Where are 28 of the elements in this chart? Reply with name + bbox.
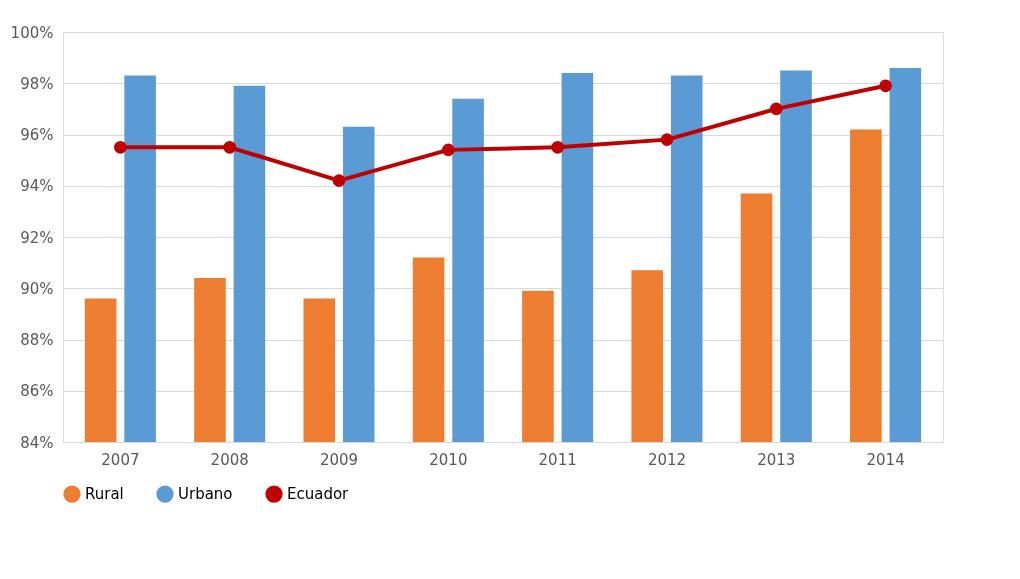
point — [442, 143, 455, 157]
legend-label: Urbano — [178, 485, 233, 504]
y-tick-label: 100% — [10, 23, 54, 42]
y-tick-label: 86% — [20, 382, 54, 401]
y-tick-label: 98% — [20, 74, 54, 93]
legend-label: Rural — [85, 485, 124, 504]
x-tick-label: 2009 — [319, 450, 359, 469]
x-tick-label: 2008 — [210, 450, 249, 469]
point — [660, 133, 674, 146]
x-tick-label: 2010 — [429, 450, 468, 469]
x-tick-label: 2013 — [757, 450, 796, 469]
y-tick-label: 92% — [20, 228, 54, 247]
point — [332, 174, 346, 187]
y-tick-label: 88% — [20, 331, 54, 349]
y-tick-label: 96% — [20, 126, 54, 144]
y-tick-label: 94% — [20, 177, 54, 196]
x-tick-label: 2011 — [538, 450, 577, 469]
point — [223, 141, 237, 154]
x-tick-label: 2007 — [101, 450, 140, 469]
point — [114, 141, 127, 154]
point — [551, 141, 564, 154]
point — [769, 102, 783, 116]
x-tick-label: 2014 — [866, 450, 905, 469]
legend-label: Ecuador — [287, 485, 350, 504]
y-tick-label: 90% — [20, 279, 54, 298]
y-tick-label: 84% — [20, 433, 54, 452]
point — [879, 79, 892, 93]
x-tick-label: 2012 — [647, 450, 687, 469]
